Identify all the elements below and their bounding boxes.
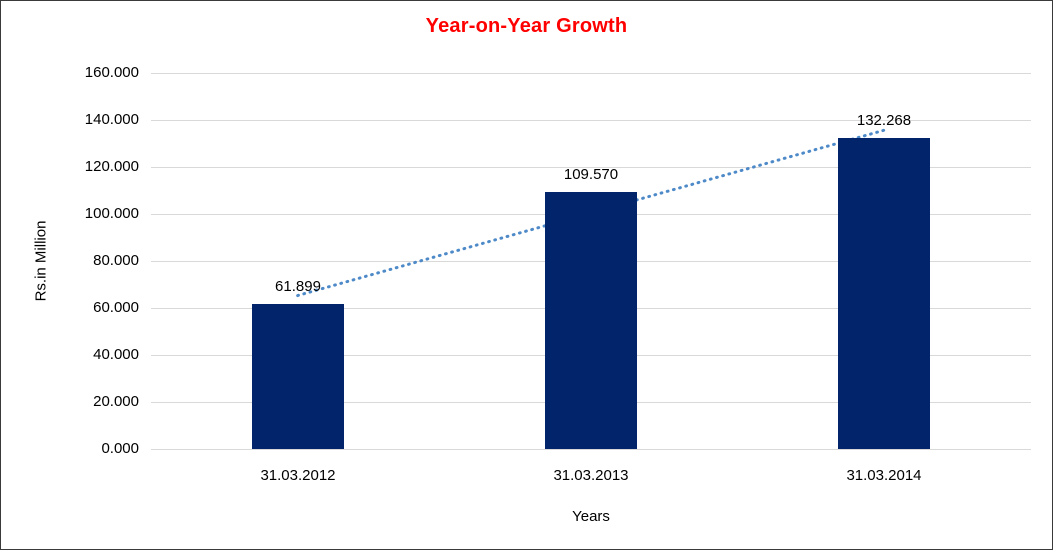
y-tick-label: 140.000 bbox=[84, 111, 139, 128]
y-tick-label: 20.000 bbox=[93, 393, 139, 410]
y-tick-label: 0.000 bbox=[101, 440, 139, 457]
x-tick-label: 31.03.2012 bbox=[260, 467, 336, 484]
bar-31.03.2012 bbox=[252, 304, 344, 449]
y-tick-label: 80.000 bbox=[93, 252, 139, 269]
bar-value-label: 132.268 bbox=[856, 112, 912, 129]
plot-area: 61.899 109.570 132.268 bbox=[151, 73, 1031, 450]
chart-title: Year-on-Year Growth bbox=[425, 15, 628, 37]
x-tick-label: 31.03.2014 bbox=[846, 467, 922, 484]
gridline bbox=[151, 167, 1031, 168]
bar-value-label: 109.570 bbox=[563, 166, 619, 183]
x-axis-title: Years bbox=[572, 508, 610, 525]
bar-value-label: 61.899 bbox=[275, 278, 321, 295]
y-tick-label: 60.000 bbox=[93, 299, 139, 316]
y-tick-label: 100.000 bbox=[84, 205, 139, 222]
bar-31.03.2014 bbox=[838, 138, 930, 449]
y-tick-label: 120.000 bbox=[84, 158, 139, 175]
bar-31.03.2013 bbox=[545, 192, 637, 449]
gridline bbox=[151, 120, 1031, 121]
gridline bbox=[151, 73, 1031, 74]
gridline bbox=[151, 449, 1031, 450]
x-tick-label: 31.03.2013 bbox=[553, 467, 629, 484]
y-tick-label: 160.000 bbox=[84, 64, 139, 81]
y-tick-label: 40.000 bbox=[93, 346, 139, 363]
trendline bbox=[296, 128, 886, 298]
